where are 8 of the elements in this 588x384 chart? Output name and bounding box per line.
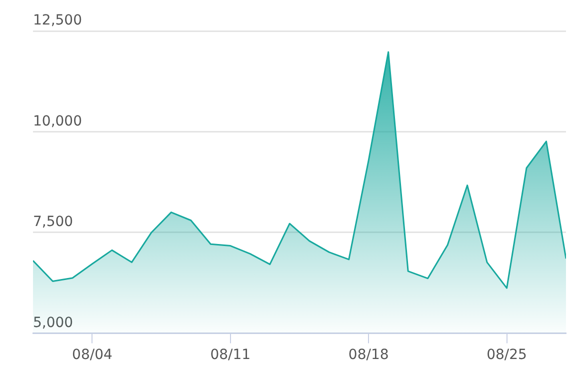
y-tick-label: 12,500: [33, 12, 82, 29]
x-tick-label: 08/25: [486, 347, 527, 364]
x-tick-label: 08/11: [210, 347, 251, 364]
y-tick-label: 7,500: [33, 214, 74, 230]
x-tick-label: 08/04: [72, 347, 112, 364]
y-tick-label: 5,000: [33, 314, 74, 331]
x-tick-label: 08/18: [348, 347, 389, 364]
y-tick-label: 10,000: [33, 113, 82, 130]
